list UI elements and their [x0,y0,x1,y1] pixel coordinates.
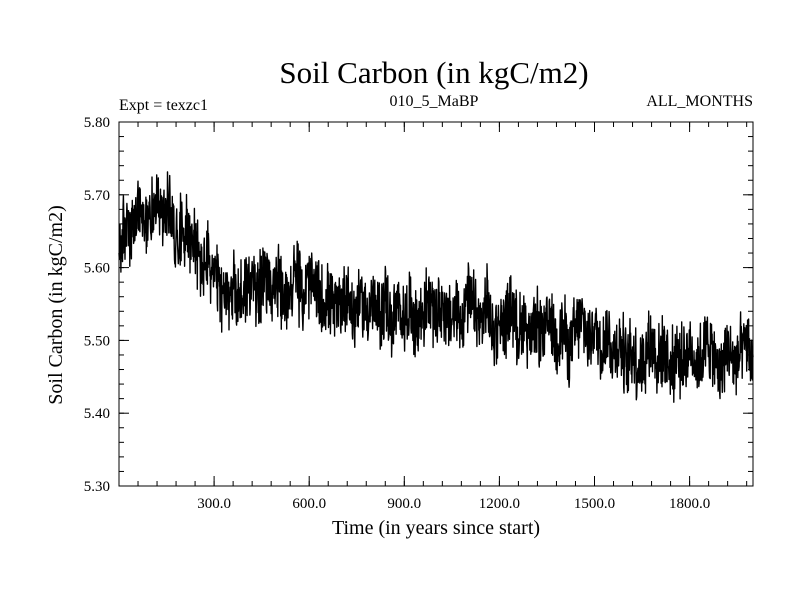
subtitle-months: ALL_MONTHS [646,93,753,110]
x-tick-label: 1200.0 [479,496,520,512]
y-axis: 5.30 5.40 5.50 5.60 5.70 5.80 [84,115,753,495]
subtitle-experiment: Expt = texzc1 [119,97,208,114]
y-axis-label: Soil Carbon (in kgC/m2) [45,205,67,404]
y-tick-label: 5.70 [84,188,110,204]
y-tick-label: 5.60 [84,261,110,277]
y-tick-label: 5.40 [84,406,110,422]
x-tick-label: 600.0 [292,496,326,512]
plot-area-frame [118,121,754,487]
subtitle-period: 010_5_MaBP [390,93,479,110]
x-axis-label: Time (in years since start) [332,517,540,539]
soil-carbon-series-line [118,171,754,403]
chart-title: Soil Carbon (in kgC/m2) [279,55,588,90]
x-tick-label: 1800.0 [669,496,710,512]
x-tick-label: 1500.0 [574,496,615,512]
y-tick-label: 5.80 [84,115,110,131]
x-tick-label: 300.0 [197,496,231,512]
x-tick-label: 900.0 [387,496,421,512]
x-axis: 300.0 600.0 900.0 1200.0 1500.0 1800.0 [137,122,748,512]
y-tick-label: 5.50 [84,333,110,349]
y-tick-label: 5.30 [84,479,110,495]
